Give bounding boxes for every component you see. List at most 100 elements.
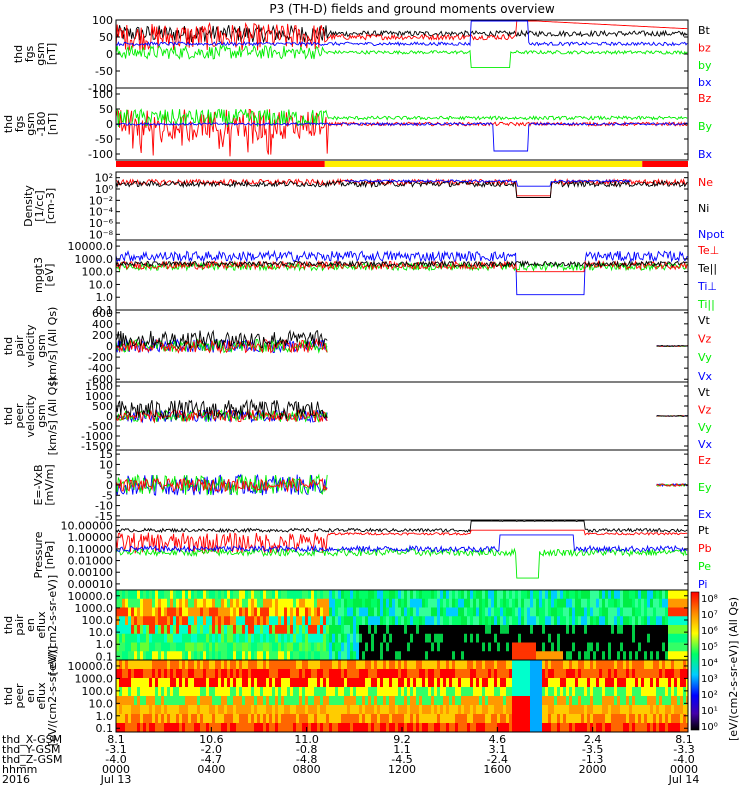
spectrogram-cell <box>512 669 516 679</box>
spectrogram-cell <box>194 590 198 600</box>
spectrogram-cell <box>587 598 591 608</box>
spectrogram-cell <box>575 607 579 617</box>
time-row-label: thd_X-GSM <box>2 733 62 746</box>
spectrogram-cell <box>599 714 603 724</box>
spectrogram-cell <box>443 633 447 643</box>
spectrogram-cell <box>158 705 162 715</box>
spectrogram-cell <box>185 669 189 679</box>
spectrogram-cell <box>533 625 537 635</box>
spectrogram-cell <box>485 633 489 643</box>
spectrogram-cell <box>293 625 297 635</box>
spectrogram-cell <box>449 651 453 660</box>
spectrogram-cell <box>248 625 252 635</box>
spectrogram-cell <box>260 687 264 697</box>
spectrogram-cell <box>569 696 573 706</box>
spectrogram-cell <box>386 598 390 608</box>
spectrogram-cell <box>527 633 531 643</box>
spectrogram-cell <box>191 625 195 635</box>
spectrogram-cell <box>266 696 270 706</box>
spectrogram-cell <box>392 678 396 688</box>
spectrogram-cell <box>392 669 396 679</box>
spectrogram-cell <box>506 625 510 635</box>
spectrogram-cell <box>515 633 519 643</box>
spectrogram-cell <box>251 642 255 652</box>
spectrogram-cell <box>350 714 354 724</box>
spectrogram-cell <box>143 633 147 643</box>
spectrogram-cell <box>515 598 519 608</box>
spectrogram-cell <box>326 598 330 608</box>
spectrogram-cell <box>467 696 471 706</box>
spectrogram-cell <box>380 642 384 652</box>
spectrogram-cell <box>215 651 219 660</box>
spectrogram-cell <box>251 669 255 679</box>
spectrogram-cell <box>236 696 240 706</box>
spectrogram-cell <box>422 616 426 626</box>
spectrogram-cell <box>533 590 537 600</box>
spectrogram-cell <box>299 607 303 617</box>
spectrogram-cell <box>116 642 120 652</box>
spectrogram-cell <box>503 598 507 608</box>
spectrogram-cell <box>341 705 345 715</box>
spectrogram-cell <box>287 598 291 608</box>
spectrogram-cell <box>476 660 480 670</box>
spectrogram-cell <box>332 625 336 635</box>
spectrogram-cell <box>638 678 642 688</box>
spectrogram-cell <box>434 642 438 652</box>
spectrogram-cell <box>485 590 489 600</box>
spectrogram-cell <box>554 669 558 679</box>
spectrogram-cell <box>488 723 492 732</box>
spectrogram-cell <box>290 598 294 608</box>
spectrogram-cell <box>449 590 453 600</box>
spectrogram-cell <box>308 714 312 724</box>
spectrogram-cell <box>401 633 405 643</box>
spectrogram-cell <box>227 616 231 626</box>
spectrogram-cell <box>650 616 654 626</box>
spectrogram-cell <box>281 696 285 706</box>
spectrogram-cell <box>308 705 312 715</box>
spectrogram-cell <box>287 687 291 697</box>
spectrogram-cell <box>476 642 480 652</box>
spectrogram-cell <box>131 723 135 732</box>
spectrogram-cell <box>533 651 537 660</box>
spectrogram-cell <box>269 616 273 626</box>
spectrogram-cell <box>230 651 234 660</box>
spectrogram-cell <box>434 723 438 732</box>
spectrogram-cell <box>443 660 447 670</box>
spectrogram-cell <box>272 651 276 660</box>
spectrogram-cell <box>494 651 498 660</box>
spectrogram-cell <box>464 633 468 643</box>
spectrogram-cell <box>140 598 144 608</box>
spectrogram-cell <box>200 678 204 688</box>
spectrogram-cell <box>344 598 348 608</box>
spectrogram-cell <box>215 590 219 600</box>
spectrogram-cell <box>536 642 540 652</box>
spectrogram-cell <box>443 696 447 706</box>
spectrogram-cell <box>560 714 564 724</box>
spectrogram-cell <box>347 642 351 652</box>
spectrogram-cell <box>269 607 273 617</box>
spectrogram-cell <box>230 669 234 679</box>
spectrogram-cell <box>284 678 288 688</box>
spectrogram-cell <box>380 705 384 715</box>
spectrogram-cell <box>536 651 540 660</box>
spectrogram-cell <box>173 687 177 697</box>
spectrogram-cell <box>647 723 651 732</box>
spectrogram-cell <box>386 607 390 617</box>
spectrogram-cell <box>299 590 303 600</box>
spectrogram-cell <box>446 660 450 670</box>
spectrogram-cell <box>275 590 279 600</box>
spectrogram-cell <box>230 590 234 600</box>
spectrogram-cell <box>431 590 435 600</box>
spectrogram-cell <box>428 633 432 643</box>
spectrogram-cell <box>401 660 405 670</box>
time-tick-x: 10.6 <box>199 733 224 746</box>
spectrogram-cell <box>572 705 576 715</box>
spectrogram-cell <box>488 651 492 660</box>
spectrogram-cell <box>422 705 426 715</box>
spectrogram-cell <box>458 590 462 600</box>
spectrogram-cell <box>137 616 141 626</box>
spectrogram-cell <box>386 669 390 679</box>
spectrogram-cell <box>377 607 381 617</box>
spectrogram-cell <box>419 687 423 697</box>
spectrogram-cell <box>344 625 348 635</box>
